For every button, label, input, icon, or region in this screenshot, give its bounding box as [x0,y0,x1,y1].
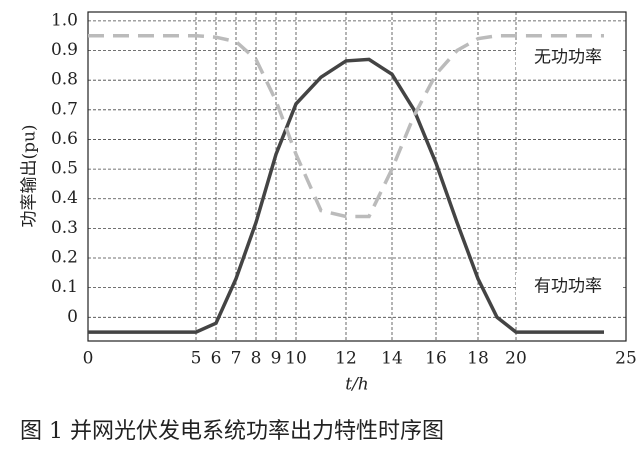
y-tick-label: 0 [67,307,78,327]
y-tick-label: 0.2 [51,248,78,268]
label-bg [516,44,622,72]
x-tick-label: 14 [381,349,403,369]
y-tick-label: 0.4 [51,188,78,208]
caption: 图 1 并网光伏发电系统功率出力特性时序图 [20,419,444,444]
x-tick-label: 5 [191,349,202,369]
y-tick-label: 0.1 [51,277,78,297]
x-tick-label: 6 [211,349,222,369]
x-tick-label: 9 [271,349,282,369]
x-tick-label: 7 [231,349,242,369]
x-tick-label: 8 [251,349,262,369]
x-tick-label: 18 [467,349,489,369]
x-tick-label: 16 [425,349,447,369]
y-tick-label: 0.5 [51,159,78,179]
y-axis-label: 功率输出(pu) [20,124,40,227]
series-annotation: 有功功率 [534,277,602,297]
y-tick-label: 0.7 [51,99,78,119]
x-tick-label: 10 [285,349,307,369]
y-tick-label: 0.6 [51,129,78,149]
x-axis-label: t/h [345,375,369,395]
x-tick-label: 12 [335,349,357,369]
x-tick-label: 25 [615,349,637,369]
y-tick-label: 0.3 [51,218,78,238]
x-tick-label: 0 [83,349,94,369]
label-bg [516,273,622,301]
x-tick-label: 20 [505,349,527,369]
y-tick-label: 0.8 [51,70,78,90]
series-line [88,33,604,219]
plot-frame [87,11,627,342]
series-annotation: 无功功率 [534,48,602,68]
series-line [88,57,604,334]
y-tick-label: 0.9 [51,40,78,60]
y-tick-label: 1.0 [51,10,78,30]
